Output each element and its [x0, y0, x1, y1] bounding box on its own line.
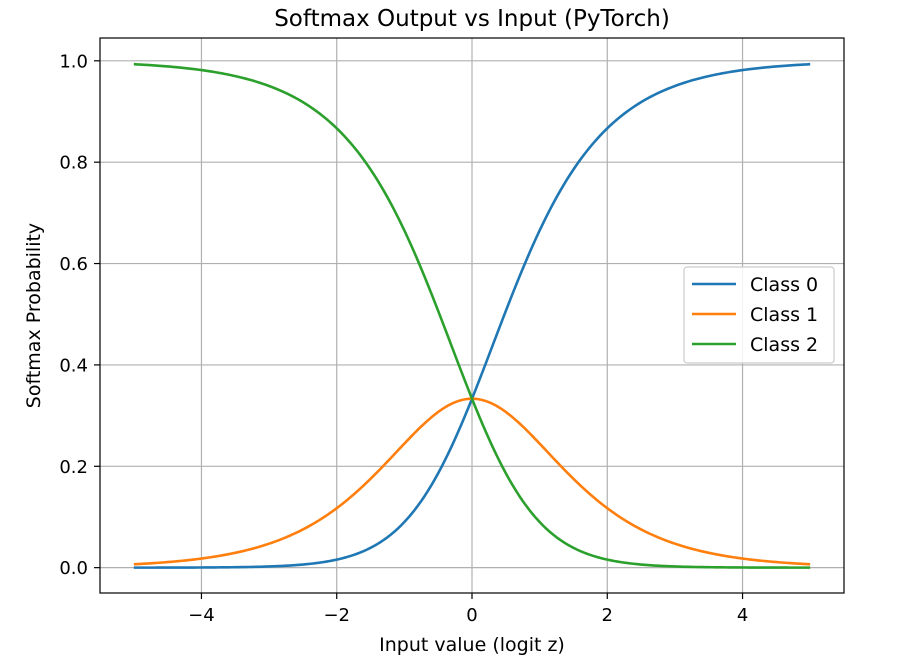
y-tick-label: 1.0 [59, 51, 88, 72]
y-tick-label: 0.8 [59, 153, 88, 174]
chart-title: Softmax Output vs Input (PyTorch) [274, 6, 670, 32]
y-tick-label: 0.4 [59, 355, 88, 376]
legend: Class 0 Class 1 Class 2 [683, 266, 835, 364]
x-tick-label: 0 [466, 605, 477, 626]
x-tick-label: 4 [737, 605, 748, 626]
legend-frame [683, 266, 835, 364]
y-axis-label: Softmax Probability [23, 223, 45, 408]
y-tick-label: 0.0 [59, 558, 88, 579]
series-lines [133, 62, 811, 569]
axis-ticks: −4 −2 0 2 4 0.0 0.2 0.4 0.6 0.8 1.0 [59, 51, 748, 626]
y-tick-label: 0.2 [59, 457, 88, 478]
y-tick-label: 0.6 [59, 254, 88, 275]
legend-label: Class 1 [750, 304, 818, 326]
x-tick-label: 2 [602, 605, 613, 626]
x-axis-label: Input value (logit z) [379, 634, 565, 656]
legend-label: Class 0 [750, 274, 818, 296]
series-line-class-2 [133, 62, 811, 569]
x-tick-label: −2 [323, 605, 350, 626]
legend-label: Class 2 [750, 334, 818, 356]
x-tick-label: −4 [188, 605, 215, 626]
grid [100, 38, 844, 593]
